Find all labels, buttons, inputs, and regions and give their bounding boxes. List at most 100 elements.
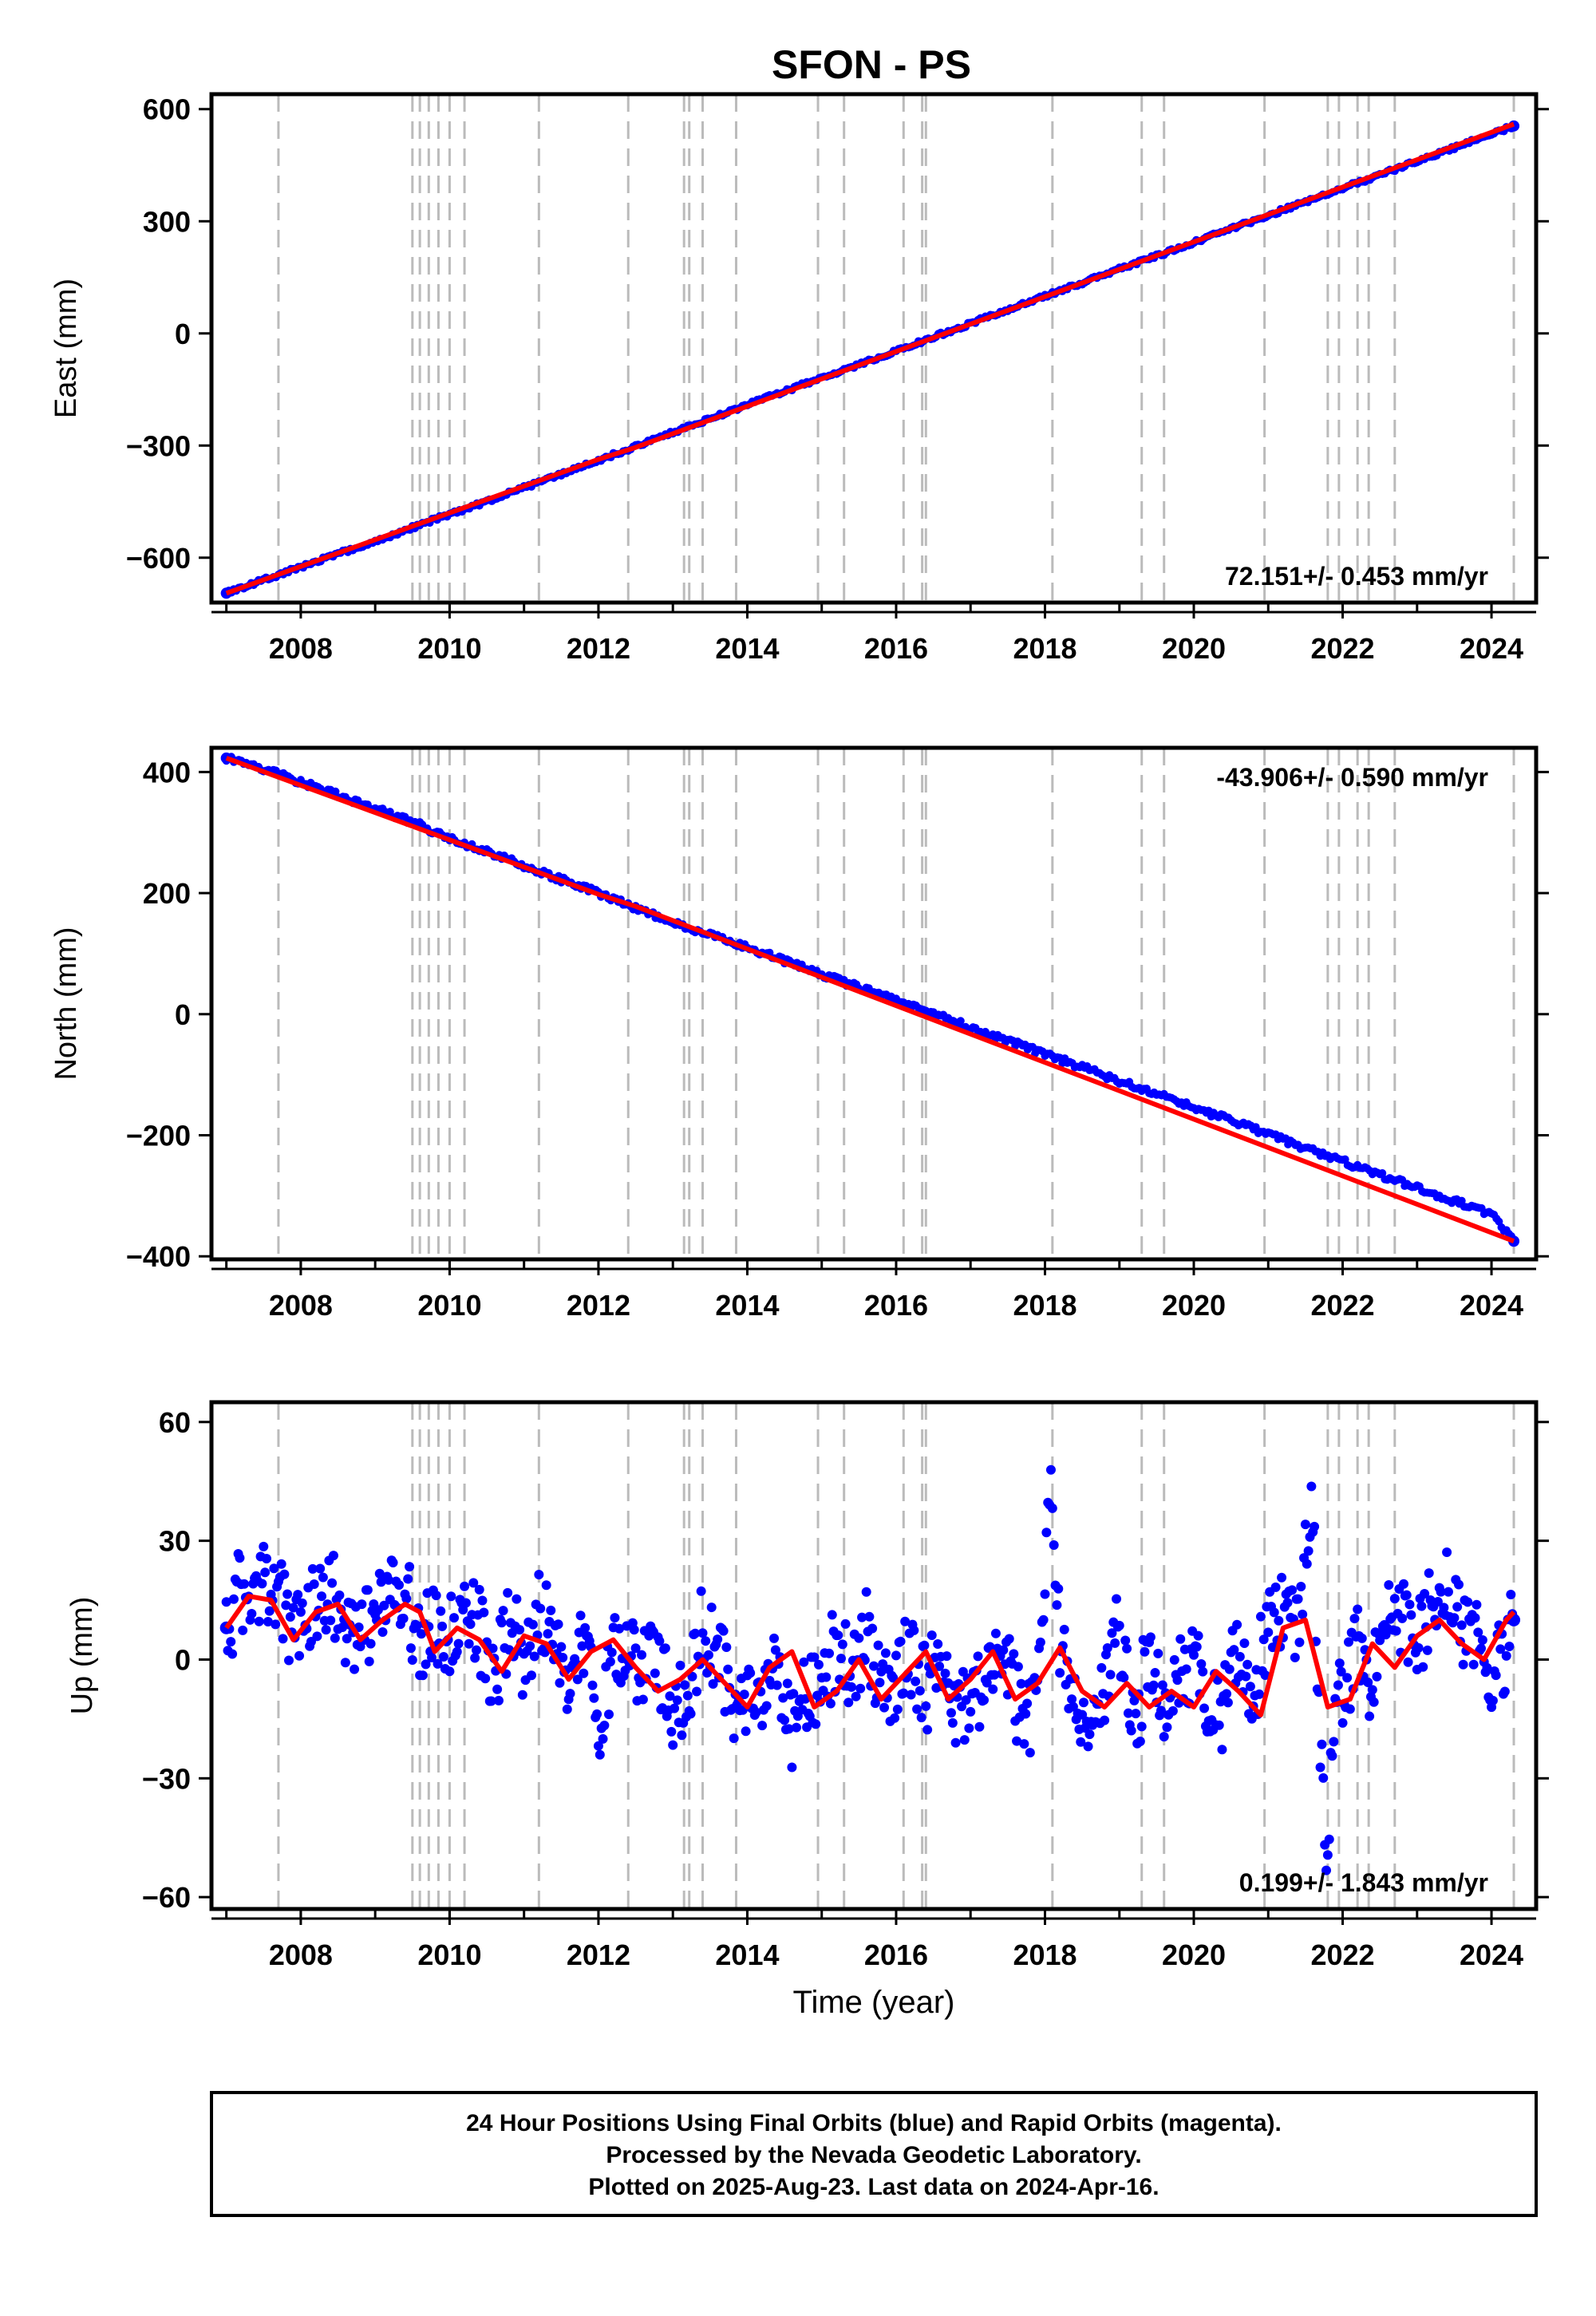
data-point xyxy=(254,1616,264,1626)
data-point xyxy=(221,1597,231,1607)
data-point xyxy=(1122,1643,1132,1654)
velocity-label: 72.151+/- 0.453 mm/yr xyxy=(1225,562,1488,591)
y-tick-label: −300 xyxy=(126,429,191,462)
data-point xyxy=(1162,1722,1172,1733)
y-axis-label: Up (mm) xyxy=(65,1597,99,1715)
data-point xyxy=(690,1628,701,1638)
y-axis-label: North (mm) xyxy=(49,927,83,1080)
y-tick-label: −30 xyxy=(142,1762,191,1795)
x-tick-label: 2024 xyxy=(1460,1289,1523,1322)
data-point xyxy=(745,1668,756,1678)
data-point xyxy=(592,1709,602,1719)
data-point xyxy=(433,1658,443,1669)
data-point xyxy=(851,1691,861,1701)
data-point xyxy=(1470,1613,1480,1623)
data-point xyxy=(377,1627,388,1638)
data-point xyxy=(477,1595,488,1606)
data-point xyxy=(605,1657,615,1667)
data-point xyxy=(1345,1704,1355,1714)
data-point xyxy=(264,1606,275,1616)
data-point xyxy=(739,1690,749,1700)
data-point xyxy=(961,1695,971,1705)
data-point xyxy=(959,1735,970,1745)
data-point xyxy=(1491,1670,1501,1681)
data-point xyxy=(1303,1546,1314,1556)
data-point xyxy=(453,1638,464,1649)
data-point xyxy=(1223,1697,1233,1708)
data-point xyxy=(1391,1626,1401,1636)
data-point xyxy=(1506,1589,1516,1599)
data-point xyxy=(374,1568,385,1579)
data-point xyxy=(1260,1670,1270,1680)
data-point xyxy=(1053,1583,1064,1594)
data-point xyxy=(515,1625,525,1635)
data-point xyxy=(1150,1668,1160,1678)
x-tick-label: 2010 xyxy=(417,632,481,665)
data-point xyxy=(1342,1673,1353,1683)
data-point xyxy=(1443,1587,1453,1597)
data-point xyxy=(915,1686,925,1696)
x-tick-label: 2012 xyxy=(567,1289,630,1322)
data-point xyxy=(398,1613,409,1623)
data-point xyxy=(1076,1737,1086,1747)
data-point xyxy=(1442,1547,1452,1557)
data-point xyxy=(919,1640,930,1650)
data-point xyxy=(1495,1644,1506,1654)
data-point xyxy=(947,1717,958,1728)
data-point xyxy=(809,1652,820,1662)
data-point xyxy=(1040,1589,1050,1599)
footer-line-1: 24 Hour Positions Using Final Orbits (bl… xyxy=(466,2110,1282,2136)
plot-frame xyxy=(209,92,1539,605)
data-point xyxy=(328,1551,338,1561)
footer-box: 24 Hour Positions Using Final Orbits (bl… xyxy=(210,2091,1538,2217)
x-tick-label: 2010 xyxy=(417,1289,481,1322)
data-point xyxy=(934,1661,945,1671)
data-point xyxy=(940,1668,950,1678)
data-point xyxy=(1322,1850,1333,1860)
data-point xyxy=(1476,1643,1486,1654)
data-point xyxy=(1420,1588,1430,1599)
data-point xyxy=(721,1642,732,1652)
data-point xyxy=(1403,1657,1413,1667)
data-point xyxy=(682,1690,693,1701)
data-point xyxy=(383,1575,393,1585)
data-point xyxy=(672,1695,682,1705)
data-point xyxy=(460,1581,470,1591)
data-point xyxy=(281,1600,291,1611)
data-point xyxy=(279,1569,290,1579)
data-point xyxy=(1334,1658,1345,1669)
data-point xyxy=(637,1650,647,1660)
data-point xyxy=(979,1695,990,1705)
data-point xyxy=(1016,1678,1026,1689)
data-point xyxy=(1369,1697,1379,1707)
data-point xyxy=(593,1741,603,1751)
y-tick-label: 60 xyxy=(159,1406,191,1439)
data-point xyxy=(1277,1572,1287,1583)
data-point xyxy=(572,1674,583,1685)
y-tick-label: 200 xyxy=(143,877,191,910)
x-tick-label: 2024 xyxy=(1460,632,1523,665)
data-point xyxy=(278,1634,288,1644)
data-point xyxy=(1038,1614,1049,1625)
data-point xyxy=(1324,1834,1334,1844)
data-point xyxy=(452,1646,462,1657)
data-point xyxy=(1482,1662,1492,1673)
data-point xyxy=(799,1657,809,1667)
data-point xyxy=(1136,1721,1147,1732)
data-point xyxy=(761,1701,772,1711)
data-point xyxy=(988,1684,998,1694)
data-point xyxy=(492,1684,503,1694)
data-point xyxy=(1140,1646,1150,1657)
model-fit-line-2 xyxy=(225,756,1515,1244)
data-point xyxy=(1067,1694,1077,1705)
data-point xyxy=(1123,1708,1133,1718)
data-point xyxy=(723,1664,733,1674)
data-point xyxy=(899,1688,909,1698)
data-point xyxy=(1269,1607,1279,1618)
velocity-label: -43.906+/- 0.590 mm/yr xyxy=(1216,763,1488,792)
data-point xyxy=(318,1572,328,1583)
data-point xyxy=(1422,1645,1432,1655)
data-point xyxy=(239,1579,250,1589)
data-point xyxy=(638,1694,648,1705)
